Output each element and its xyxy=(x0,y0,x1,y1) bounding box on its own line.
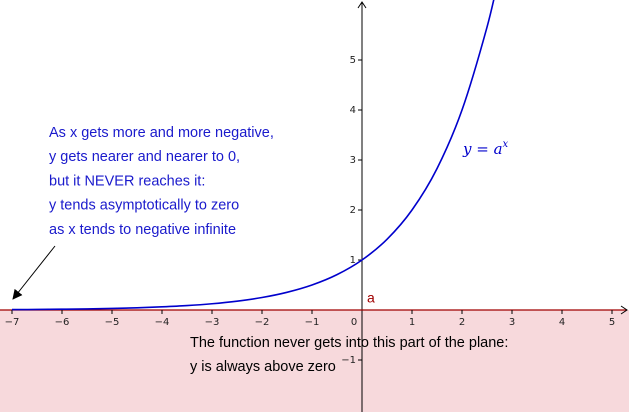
annotation-line: y gets nearer and nearer to 0, xyxy=(49,149,240,165)
curve-label-base: y = a xyxy=(462,140,503,158)
x-tick-label: 5 xyxy=(609,317,615,328)
x-axis-arrow xyxy=(620,305,628,315)
y-tick-label: −1 xyxy=(341,355,356,366)
x-tick-label: 3 xyxy=(509,317,515,328)
y-axis-arrow xyxy=(357,1,367,9)
curve-label-exponent: x xyxy=(503,139,509,150)
x-tick-label: 4 xyxy=(559,317,565,328)
y-tick-label: 4 xyxy=(350,105,356,116)
annotation-line: y tends asymptotically to zero xyxy=(49,198,239,214)
x-tick-label: −5 xyxy=(105,317,120,328)
x-tick-label: −7 xyxy=(5,317,20,328)
curve-label: y = ax xyxy=(462,139,509,159)
x-tick-label: −3 xyxy=(205,317,220,328)
region-note-line: The function never gets into this part o… xyxy=(190,335,508,351)
curve xyxy=(11,0,495,311)
x-tick-label: 0 xyxy=(351,317,357,328)
x-tick-label: 1 xyxy=(409,317,415,328)
forbidden-region xyxy=(0,310,629,412)
annotation-arrow xyxy=(12,245,56,300)
y-tick-label: 3 xyxy=(350,155,356,166)
y-tick-label: 5 xyxy=(350,55,356,66)
point-label: a xyxy=(367,290,375,306)
region-note-line: y is always above zero xyxy=(190,359,336,375)
x-tick-label: 2 xyxy=(459,317,465,328)
x-tick-label: −4 xyxy=(155,317,170,328)
y-tick-label: 1 xyxy=(350,255,356,266)
annotation-line: as x tends to negative infinite xyxy=(49,222,236,238)
y-tick-label: 2 xyxy=(350,205,356,216)
x-tick-label: −2 xyxy=(255,317,270,328)
curve-group xyxy=(11,0,495,311)
annotation-line: As x gets more and more negative, xyxy=(49,125,274,141)
annotation-line: but it NEVER reaches it: xyxy=(49,173,205,189)
x-tick-label: −1 xyxy=(305,317,320,328)
x-tick-label: −6 xyxy=(55,317,70,328)
